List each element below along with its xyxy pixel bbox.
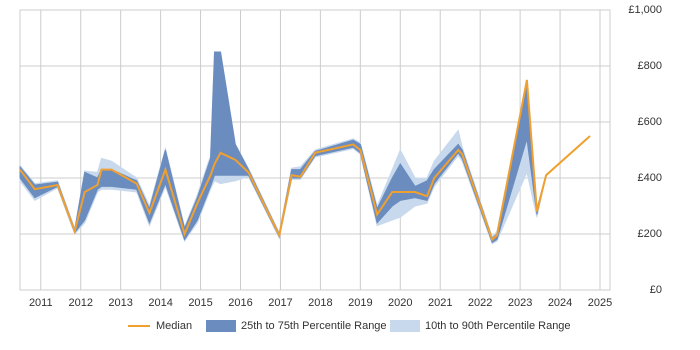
y-tick-label: £800 — [638, 60, 662, 72]
y-tick-label: £200 — [638, 228, 662, 240]
x-tick-label: 2016 — [228, 297, 252, 309]
y-tick-label: £400 — [638, 172, 662, 184]
x-tick-label: 2011 — [29, 297, 53, 309]
legend-swatch — [390, 320, 420, 332]
legend-swatch — [206, 320, 236, 332]
y-tick-label: £1,000 — [628, 4, 662, 16]
y-tick-label: £0 — [650, 284, 662, 296]
x-tick-label: 2025 — [588, 297, 612, 309]
legend-label: Median — [156, 320, 192, 332]
x-tick-label: 2020 — [388, 297, 412, 309]
x-tick-label: 2023 — [508, 297, 532, 309]
x-tick-label: 2012 — [68, 297, 92, 309]
x-tick-label: 2013 — [108, 297, 132, 309]
x-tick-label: 2024 — [548, 297, 572, 309]
legend-label: 25th to 75th Percentile Range — [241, 320, 387, 332]
x-tick-label: 2015 — [188, 297, 212, 309]
x-tick-label: 2019 — [348, 297, 372, 309]
x-tick-label: 2017 — [268, 297, 292, 309]
x-tick-label: 2021 — [428, 297, 452, 309]
median-line — [19, 79, 591, 242]
y-tick-label: £600 — [638, 116, 662, 128]
x-tick-label: 2014 — [148, 297, 172, 309]
legend-label: 10th to 90th Percentile Range — [425, 320, 571, 332]
x-tick-label: 2018 — [308, 297, 332, 309]
x-tick-label: 2022 — [468, 297, 492, 309]
